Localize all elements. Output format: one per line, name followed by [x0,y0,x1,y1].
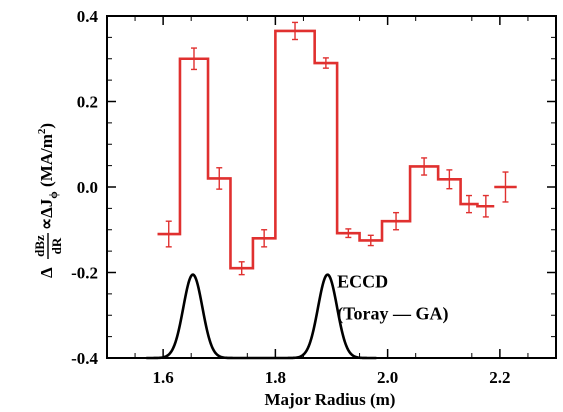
y-tick-label: -0.2 [71,264,98,283]
x-tick-label: 2.2 [489,368,510,387]
x-tick-label: 1.8 [265,368,286,387]
y-axis-title-frac-num: dBz [32,235,47,257]
x-axis-title: Major Radius (m) [265,390,396,409]
y-axis-ticks: -0.4 -0.2 0.0 0.2 0.4 [71,7,556,368]
y-axis-title-frac-den: dR [49,237,64,254]
y-axis-title-delta: Δ [37,267,56,278]
x-tick-label: 2.0 [377,368,398,387]
plot-frame [106,15,557,359]
eccd-line [146,273,377,360]
y-tick-label: 0.0 [77,178,98,197]
y-axis-title: Δ dBz dR ∝ΔJϕ (MA/m2) [32,123,64,278]
y-tick-label: -0.4 [71,349,98,368]
y-axis-title-text: ∝ΔJϕ (MA/m2) [36,123,60,230]
x-tick-label: 1.6 [153,368,174,387]
y-tick-label: 0.4 [77,7,99,26]
delta-j-step-series [157,29,517,270]
eccd-profile-series [146,273,377,360]
y-tick-label: 0.2 [77,93,98,112]
annotation-toray-ga: (Toray — GA) [337,304,448,325]
annotation-eccd: ECCD [337,271,388,291]
step-line [157,29,517,270]
delta-j-error-bars [165,21,509,276]
